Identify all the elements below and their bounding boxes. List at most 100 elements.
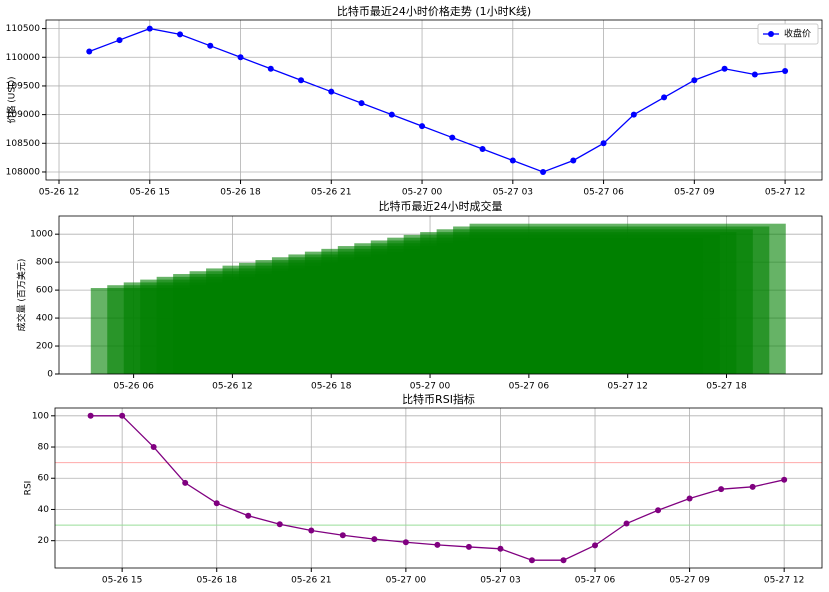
- point: [358, 100, 365, 107]
- y-tick-label: 110500: [6, 24, 41, 34]
- y-tick-label: 110000: [6, 53, 41, 63]
- point: [782, 68, 789, 75]
- point: [237, 54, 244, 61]
- point: [751, 71, 758, 78]
- y-tick-label: 400: [36, 314, 53, 324]
- point: [388, 111, 395, 118]
- point: [691, 77, 698, 84]
- point: [116, 37, 123, 44]
- point: [119, 412, 126, 419]
- y-tick-label: 0: [47, 370, 53, 380]
- point: [328, 88, 335, 95]
- point: [630, 111, 637, 118]
- x-tick-label: 05-26 12: [39, 188, 79, 198]
- y-tick-label: 40: [38, 505, 50, 515]
- x-tick-label: 05-27 09: [669, 576, 710, 586]
- legend-box: [757, 23, 819, 45]
- point: [718, 486, 725, 493]
- point: [655, 507, 662, 514]
- y-tick-label: 800: [36, 258, 53, 268]
- x-tick-label: 05-27 03: [480, 576, 520, 586]
- point: [245, 512, 252, 519]
- point: [182, 479, 189, 486]
- x-tick-label: 05-26 18: [220, 188, 261, 198]
- x-tick-label: 05-26 15: [102, 576, 142, 586]
- x-tick-label: 05-26 15: [130, 188, 170, 198]
- x-tick-label: 05-27 00: [386, 576, 427, 586]
- y-tick-label: 108000: [6, 167, 41, 177]
- point: [528, 557, 535, 564]
- chart-title: 比特币RSI指标: [402, 392, 475, 406]
- point: [465, 543, 472, 550]
- point: [623, 520, 630, 527]
- x-tick-label: 05-26 21: [311, 188, 351, 198]
- y-axis-label: 价格 (USD): [6, 76, 18, 123]
- point: [276, 521, 283, 528]
- point: [661, 94, 668, 101]
- x-tick-label: 05-26 12: [212, 382, 252, 392]
- point: [497, 545, 504, 552]
- point: [86, 48, 93, 55]
- axes-frame: [58, 215, 823, 375]
- y-tick-label: 200: [36, 342, 53, 352]
- point: [150, 444, 157, 451]
- x-tick-label: 05-27 09: [674, 188, 715, 198]
- legend-marker: [768, 31, 774, 37]
- y-axis-label: 成交量 (百万美元): [16, 259, 28, 332]
- point: [686, 495, 693, 502]
- point: [267, 65, 274, 72]
- point: [570, 157, 577, 164]
- point: [434, 541, 441, 548]
- x-tick-label: 05-26 21: [291, 576, 331, 586]
- point: [592, 542, 599, 549]
- x-tick-label: 05-27 12: [764, 576, 804, 586]
- axes-frame: [45, 19, 823, 181]
- subplot: 比特币最近24小时价格走势 (1小时K线) 价格 (USD) 05-26 12 05-…: [6, 4, 823, 198]
- chart-title: 比特币最近24小时价格走势 (1小时K线): [337, 4, 531, 18]
- point: [749, 483, 756, 490]
- point: [479, 146, 486, 153]
- point: [213, 500, 220, 507]
- x-tick-label: 05-27 03: [493, 188, 533, 198]
- point: [207, 42, 214, 49]
- point: [540, 168, 547, 175]
- x-tick-label: 05-27 06: [575, 576, 616, 586]
- subplot: 比特币RSI指标 RSI 05-26 15 05-26 18 05-26 21 05-27…: [24, 392, 823, 586]
- y-tick-label: 80: [38, 443, 50, 453]
- point: [509, 157, 516, 164]
- x-tick-label: 05-27 00: [410, 382, 451, 392]
- point: [177, 31, 184, 38]
- point: [721, 65, 728, 72]
- point: [87, 412, 94, 419]
- x-tick-label: 05-26 06: [113, 382, 154, 392]
- y-tick-label: 20: [38, 536, 50, 546]
- point: [419, 123, 426, 130]
- point: [781, 476, 788, 483]
- y-tick-label: 100: [32, 411, 49, 421]
- x-tick-label: 05-26 18: [311, 382, 352, 392]
- line: [90, 415, 785, 561]
- x-tick-label: 05-27 12: [607, 382, 647, 392]
- y-tick-label: 60: [38, 474, 50, 484]
- x-tick-label: 05-26 18: [196, 576, 237, 586]
- x-tick-label: 05-27 06: [509, 382, 550, 392]
- bar: [469, 223, 786, 374]
- y-tick-label: 600: [36, 286, 53, 296]
- chart-title: 比特币最近24小时成交量: [379, 199, 503, 213]
- axes-frame: [54, 407, 823, 569]
- point: [371, 536, 378, 543]
- point: [600, 140, 607, 147]
- x-tick-label: 05-27 12: [765, 188, 805, 198]
- y-axis-label: RSI: [24, 481, 34, 496]
- line: [89, 27, 786, 173]
- point: [308, 527, 315, 534]
- y-tick-label: 109500: [6, 81, 41, 91]
- y-tick-label: 1000: [30, 230, 53, 240]
- y-tick-label: 109000: [6, 110, 41, 120]
- legend-label: 收盘价: [784, 28, 811, 40]
- point: [146, 25, 153, 32]
- y-tick-label: 108500: [6, 139, 41, 149]
